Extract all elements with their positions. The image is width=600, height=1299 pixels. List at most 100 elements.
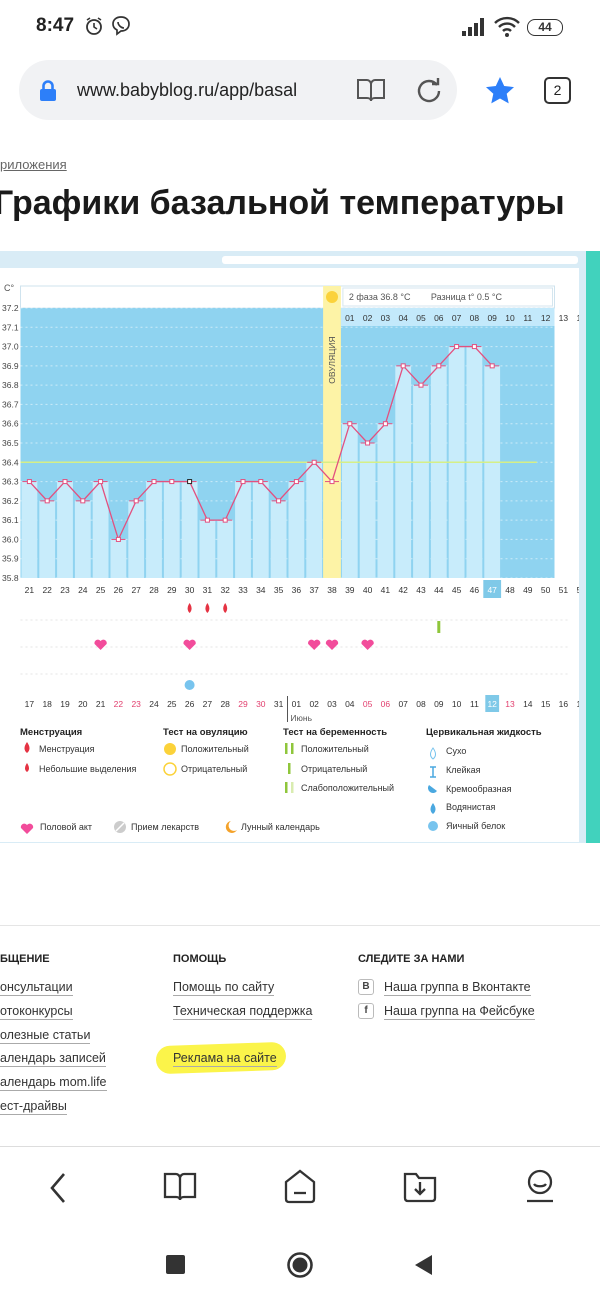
- temperature-bar: [199, 520, 216, 578]
- downloads-icon[interactable]: [402, 1169, 438, 1203]
- date-label: 17: [25, 699, 35, 709]
- date-label: 11: [470, 699, 479, 709]
- footer-link-testdrives[interactable]: ест-драйвы: [0, 1099, 67, 1115]
- temperature-bar: [235, 481, 251, 578]
- legend-ovulation-title: Тест на овуляцию: [163, 727, 248, 738]
- bookmarks-icon[interactable]: [162, 1171, 198, 1203]
- y-tick-label: 36.8: [2, 380, 19, 390]
- recents-button[interactable]: [166, 1255, 185, 1274]
- reload-icon[interactable]: [415, 77, 443, 105]
- legend-moon: Лунный календарь: [241, 822, 320, 832]
- footer-link-support[interactable]: Техническая поддержка: [173, 1004, 313, 1020]
- date-label: 07: [398, 699, 408, 709]
- legend-preg-positive-icon: [285, 743, 288, 754]
- cycle-day-label: 25: [96, 585, 106, 595]
- legend-ovu-positive: Положительный: [181, 744, 249, 754]
- temperature-point: [489, 363, 495, 369]
- temperature-bar: [377, 423, 394, 578]
- date-label: 05: [363, 699, 373, 709]
- temperature-point: [133, 498, 139, 504]
- phase2-day-label: 03: [381, 313, 391, 323]
- y-tick-label: 36.7: [2, 399, 19, 409]
- footer-link-calendar[interactable]: алендарь записей: [0, 1051, 106, 1067]
- phase2-day-label: 08: [470, 313, 480, 323]
- bookmark-star-icon[interactable]: [484, 75, 516, 107]
- home-button[interactable]: [286, 1251, 314, 1279]
- status-time: 8:47: [36, 15, 75, 36]
- footer-link-articles[interactable]: олезные статьи: [0, 1028, 91, 1044]
- footer-link-consultations[interactable]: онсультации: [0, 980, 73, 996]
- legend-watery-icon: [430, 803, 436, 814]
- url-text[interactable]: www.babyblog.ru/app/basal: [77, 80, 298, 100]
- address-bar[interactable]: www.babyblog.ru/app/basal: [19, 60, 457, 120]
- cycle-day-label: 46: [470, 585, 480, 595]
- phase2-day-label: 01: [345, 313, 355, 323]
- temperature-bar: [92, 481, 109, 578]
- tab-count-button[interactable]: 2: [544, 77, 571, 104]
- temperature-point: [240, 479, 246, 485]
- legend-moon-icon: [225, 821, 237, 833]
- cycle-day-label: 44: [434, 585, 444, 595]
- date-label: 29: [238, 699, 248, 709]
- legend-preg-negative: Отрицательный: [301, 764, 367, 774]
- cycle-day-label: 26: [114, 585, 124, 595]
- back-icon[interactable]: [46, 1171, 72, 1205]
- y-tick-label: 36.1: [2, 515, 19, 525]
- cycle-day-label: 49: [523, 585, 533, 595]
- facebook-icon[interactable]: f: [358, 1003, 374, 1019]
- legend-cervical-item: Водянистая: [446, 802, 495, 812]
- temperature-bar: [306, 462, 323, 578]
- temperature-bar: [110, 539, 127, 578]
- cycle-day-label: 51: [559, 585, 569, 595]
- vk-icon[interactable]: В: [358, 979, 374, 995]
- cycle-day-label: 30: [185, 585, 195, 595]
- profile-icon[interactable]: [523, 1168, 557, 1204]
- temperature-point: [436, 363, 442, 369]
- footer-link-facebook[interactable]: Наша группа на Фейсбуке: [384, 1004, 535, 1020]
- date-label: 20: [78, 699, 88, 709]
- back-button[interactable]: [412, 1253, 434, 1277]
- cycle-day-label: 23: [60, 585, 70, 595]
- cycle-day-label: 38: [327, 585, 337, 595]
- signal-icon: [462, 18, 484, 36]
- cycle-day-label: 45: [452, 585, 462, 595]
- y-tick-label: 36.3: [2, 477, 19, 487]
- temperature-point: [329, 479, 335, 485]
- temperature-point: [62, 479, 68, 485]
- cycle-day-label: 50: [541, 585, 551, 595]
- y-tick-label: 37.0: [2, 342, 19, 352]
- legend-cervical-item: Яичный белок: [446, 821, 505, 831]
- intercourse-heart-icon: [361, 639, 374, 650]
- date-label: 25: [167, 699, 177, 709]
- footer-col2-title: ПОМОЩЬ: [173, 953, 227, 965]
- side-tab[interactable]: [586, 251, 600, 843]
- cycle-day-label: 42: [398, 585, 408, 595]
- footer-link-help[interactable]: Помощь по сайту: [173, 980, 275, 996]
- legend-ovu-positive-icon: [164, 743, 176, 755]
- temperature-point: [400, 363, 406, 369]
- breadcrumb[interactable]: риложения: [0, 157, 67, 172]
- legend-intercourse: Половой акт: [40, 822, 92, 832]
- footer-link-momlife[interactable]: алендарь mom.life: [0, 1075, 107, 1091]
- cycle-day-label: 33: [238, 585, 248, 595]
- legend-preg-weak-icon: [285, 782, 288, 793]
- reader-mode-icon[interactable]: [356, 77, 386, 103]
- y-tick-label: 35.9: [2, 554, 19, 564]
- intercourse-heart-icon: [183, 639, 196, 650]
- legend-preg-weak-icon-2: [291, 782, 294, 793]
- footer-link-photocontests[interactable]: отоконкурсы: [0, 1004, 73, 1020]
- temperature-bar: [270, 500, 287, 578]
- cycle-day-label: 22: [42, 585, 52, 595]
- home-icon[interactable]: [282, 1168, 318, 1204]
- horizontal-scrollbar[interactable]: [222, 256, 578, 264]
- legend-menstruation-title: Менструация: [20, 727, 82, 738]
- footer-link-vk[interactable]: Наша группа в Вконтакте: [384, 980, 531, 996]
- legend-cervical-item: Кремообразная: [446, 784, 512, 794]
- cycle-day-label: 24: [78, 585, 88, 595]
- footer-link-ads[interactable]: Реклама на сайте: [173, 1051, 277, 1067]
- temperature-point: [80, 498, 86, 504]
- temperature-point: [222, 517, 228, 523]
- legend-pregnancy-title: Тест на беременность: [283, 727, 387, 738]
- y-tick-label: 36.2: [2, 496, 19, 506]
- date-label: 09: [434, 699, 444, 709]
